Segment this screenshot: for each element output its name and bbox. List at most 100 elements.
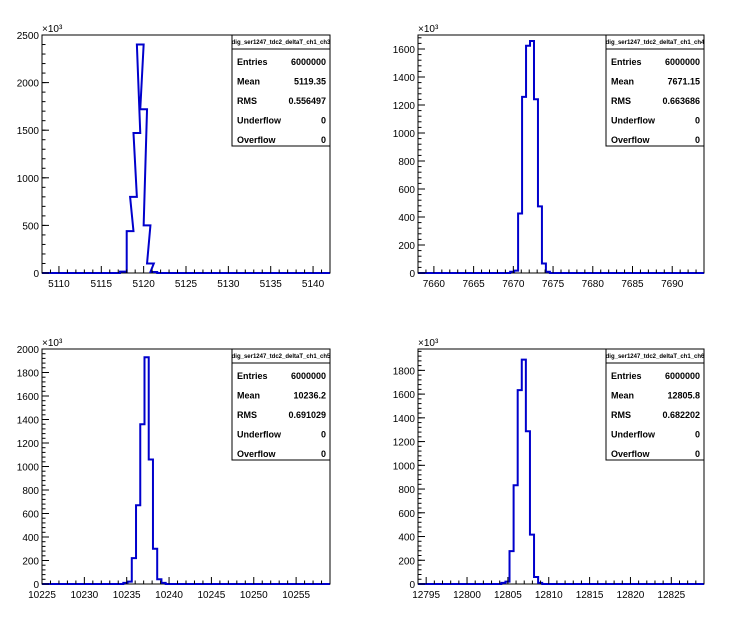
histogram-line	[418, 358, 704, 585]
stats-label: Mean	[237, 77, 260, 87]
stats-value: 0	[321, 135, 326, 145]
x-tick-label: 12825	[657, 590, 685, 601]
stats-value: 0	[695, 449, 700, 459]
y-tick-label: 1400	[393, 414, 416, 425]
x-tick-label: 5110	[48, 279, 70, 290]
y-axis-multiplier: ×10³	[42, 338, 63, 349]
histogram-panel-1: 5110 5115 5120 5125 5130 5135 5140 0 500 1000 1500…	[17, 24, 331, 290]
stats-box	[231, 34, 331, 147]
y-tick-label: 400	[398, 213, 415, 224]
stats-value: 0.682202	[662, 410, 700, 420]
y-tick-label: 1800	[393, 366, 416, 377]
histogram-panel-4: 12795 12800 12805 12810 12815 12820 12825 0 200 4…	[393, 338, 705, 601]
stats-label: Underflow	[611, 430, 656, 440]
x-tick-label: 12805	[494, 590, 522, 601]
x-tick-label: 7665	[462, 279, 485, 290]
stats-box	[605, 348, 705, 461]
stats-box	[605, 34, 705, 147]
stats-label: Underflow	[237, 116, 282, 126]
x-tick-label: 10225	[28, 590, 56, 601]
histogram-line	[42, 356, 330, 585]
x-tick-label: 5120	[133, 279, 156, 290]
stats-value: 12805.8	[667, 391, 700, 401]
y-axis-multiplier: ×10³	[418, 24, 439, 35]
y-tick-label: 600	[22, 510, 39, 521]
stats-value: 0.691029	[288, 410, 326, 420]
x-tick-label: 12795	[412, 590, 440, 601]
y-tick-label: 1200	[17, 439, 40, 450]
stats-label: Mean	[237, 391, 260, 401]
y-tick-label: 1000	[393, 461, 416, 472]
y-tick-label: 1400	[393, 73, 416, 84]
stats-label: Entries	[237, 57, 268, 67]
stats-label: Underflow	[611, 116, 656, 126]
histogram-panel-2: 7660 7665 7670 7675 7680 7685 7690 0 200 400 600 80…	[393, 24, 705, 290]
stats-value: 0	[321, 449, 326, 459]
y-tick-label: 1600	[393, 390, 416, 401]
stats-label: Entries	[611, 57, 642, 67]
histogram-line	[418, 39, 704, 274]
stats-label: Mean	[611, 77, 634, 87]
y-tick-label: 1500	[17, 126, 40, 137]
stats-label: Overflow	[611, 135, 651, 145]
y-tick-label: 600	[398, 509, 415, 520]
x-tick-label: 7675	[542, 279, 565, 290]
x-tick-label: 5140	[302, 279, 325, 290]
stats-value: 6000000	[291, 57, 326, 67]
histogram-title: dig_ser1247_tdc2_deltaT_ch1_ch4	[606, 40, 705, 46]
stats-label: RMS	[237, 410, 257, 420]
y-tick-label: 200	[22, 557, 39, 568]
y-tick-label: 1200	[393, 438, 416, 449]
y-axis-multiplier: ×10³	[418, 338, 439, 349]
x-tick-label: 12815	[576, 590, 604, 601]
y-tick-label: 600	[398, 185, 415, 196]
stats-label: Entries	[611, 371, 642, 381]
stats-value: 0	[695, 116, 700, 126]
stats-value: 0	[321, 116, 326, 126]
x-tick-label: 5135	[260, 279, 283, 290]
stats-label: Overflow	[611, 449, 651, 459]
y-tick-label: 2000	[17, 79, 40, 90]
histogram-panel-3: 10225 10230 10235 10240 10245 10250 10255 0 200 4…	[17, 338, 331, 601]
x-tick-label: 5115	[91, 279, 113, 290]
y-tick-label: 800	[398, 485, 415, 496]
x-tick-label: 10255	[282, 590, 310, 601]
x-tick-label: 12800	[453, 590, 481, 601]
stats-value: 10236.2	[293, 391, 326, 401]
y-tick-label: 0	[33, 269, 39, 280]
stats-label: Overflow	[237, 449, 277, 459]
y-tick-label: 0	[33, 580, 39, 591]
y-tick-label: 1000	[393, 129, 416, 140]
stats-label: RMS	[611, 96, 631, 106]
stats-value: 0	[695, 430, 700, 440]
y-tick-label: 1000	[17, 174, 40, 185]
x-tick-label: 7685	[621, 279, 644, 290]
y-tick-label: 1600	[17, 392, 40, 403]
y-tick-label: 1200	[393, 101, 416, 112]
x-tick-label: 12810	[535, 590, 563, 601]
x-tick-label: 7660	[423, 279, 446, 290]
stats-value: 0.556497	[288, 96, 326, 106]
y-tick-label: 1600	[393, 45, 416, 56]
x-tick-label: 7680	[582, 279, 605, 290]
y-tick-label: 400	[22, 533, 39, 544]
stats-value: 0.663686	[662, 96, 700, 106]
y-tick-label: 0	[409, 580, 415, 591]
x-tick-label: 5130	[217, 279, 240, 290]
y-tick-label: 500	[22, 221, 39, 232]
x-tick-label: 10250	[240, 590, 268, 601]
y-axis-multiplier: ×10³	[42, 24, 63, 35]
y-tick-label: 1800	[17, 369, 40, 380]
y-tick-label: 1400	[17, 416, 40, 427]
y-tick-label: 1000	[17, 463, 40, 474]
x-tick-label: 12820	[617, 590, 645, 601]
stats-label: RMS	[611, 410, 631, 420]
y-tick-label: 2000	[17, 345, 40, 356]
histogram-title: dig_ser1247_tdc2_deltaT_ch1_ch3	[232, 40, 331, 46]
x-tick-label: 10245	[198, 590, 226, 601]
y-tick-label: 2500	[17, 31, 40, 42]
y-tick-label: 800	[398, 157, 415, 168]
x-tick-label: 10230	[70, 590, 98, 601]
y-tick-label: 200	[398, 241, 415, 252]
x-tick-label: 10240	[155, 590, 183, 601]
